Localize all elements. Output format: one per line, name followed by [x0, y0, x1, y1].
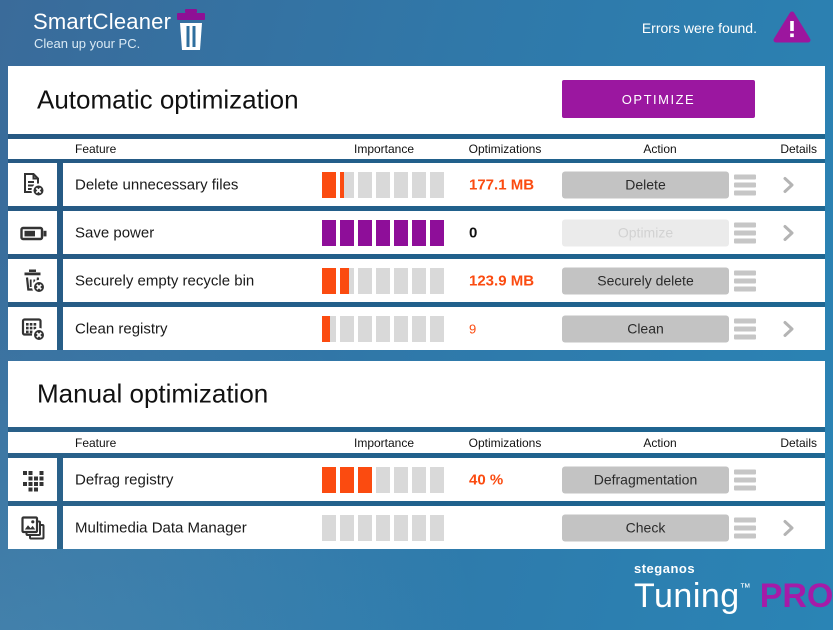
row-menu-icon[interactable]: [734, 517, 756, 538]
delete-button[interactable]: Delete: [562, 171, 729, 198]
details-chevron-icon[interactable]: [779, 224, 797, 242]
optimization-value: 40 %: [469, 471, 504, 488]
check-button[interactable]: Check: [562, 514, 729, 541]
column-header-importance: Importance: [353, 435, 415, 450]
column-header-feature: Feature: [75, 435, 117, 450]
table-row: Multimedia Data Manager Check: [8, 506, 825, 549]
product-logo: steganos Tuning™ PRO: [634, 561, 833, 616]
importance-bar: [322, 219, 444, 246]
manual-table-header: Feature Importance Optimizations Action …: [8, 432, 825, 453]
table-row: Clean registry 9 Clean: [8, 307, 825, 350]
feature-name: Securely empty recycle bin: [75, 272, 255, 289]
importance-bar: [322, 171, 444, 198]
feature-icon-cell: [8, 307, 57, 350]
feature-icon-cell: [8, 211, 57, 254]
row-menu-icon[interactable]: [734, 174, 756, 195]
table-row: Defrag registry 40 % Defragmentation: [8, 458, 825, 501]
feature-name: Delete unnecessary files: [75, 176, 239, 193]
importance-bar: [322, 466, 444, 493]
feature-icon-cell: [8, 259, 57, 302]
feature-icon-cell: [8, 458, 57, 501]
securely-delete-button[interactable]: Securely delete: [562, 267, 729, 294]
details-chevron-icon[interactable]: [779, 519, 797, 537]
product-name: Tuning: [634, 577, 740, 615]
row-menu-icon[interactable]: [734, 469, 756, 490]
column-header-details: Details: [780, 435, 817, 450]
details-chevron-icon[interactable]: [779, 176, 797, 194]
feature-icon-cell: [8, 163, 57, 206]
auto-section-title: Automatic optimization: [37, 84, 299, 115]
trademark-symbol: ™: [739, 582, 751, 594]
details-chevron-icon[interactable]: [779, 320, 797, 338]
defragmentation-button[interactable]: Defragmentation: [562, 466, 729, 493]
importance-bar: [322, 514, 444, 541]
registry-delete-icon: [19, 315, 47, 343]
table-row: Securely empty recycle bin 123.9 MB Secu…: [8, 259, 825, 302]
importance-bar: [322, 315, 444, 342]
auto-section-card: Automatic optimization OPTIMIZE: [8, 66, 825, 134]
row-menu-icon[interactable]: [734, 318, 756, 339]
file-delete-icon: [19, 171, 47, 199]
table-row: Delete unnecessary files 177.1 MB Delete: [8, 163, 825, 206]
manual-section-title: Manual optimization: [37, 378, 269, 409]
defrag-icon: [19, 466, 47, 494]
feature-name: Clean registry: [75, 320, 168, 337]
importance-bar: [322, 267, 444, 294]
optimization-value: 0: [469, 224, 478, 241]
optimization-value: 9: [469, 321, 477, 336]
auto-table-header: Feature Importance Optimizations Action …: [8, 139, 825, 159]
trash-can-icon: [175, 9, 207, 51]
feature-icon-cell: [8, 506, 57, 549]
feature-name: Defrag registry: [75, 471, 174, 488]
optimize-row-button[interactable]: Optimize: [562, 219, 729, 246]
column-header-action: Action: [643, 142, 677, 156]
optimize-button[interactable]: OPTIMIZE: [562, 80, 755, 118]
warning-icon: [773, 11, 811, 43]
clean-button[interactable]: Clean: [562, 315, 729, 342]
battery-icon: [19, 219, 47, 247]
row-menu-icon[interactable]: [734, 270, 756, 291]
status-message: Errors were found.: [641, 20, 757, 36]
edition-label: PRO: [759, 577, 833, 615]
column-header-feature: Feature: [75, 142, 117, 156]
column-header-optimizations: Optimizations: [468, 142, 542, 156]
optimization-value: 123.9 MB: [469, 272, 535, 289]
column-header-importance: Importance: [353, 142, 415, 156]
app-title: SmartCleaner: [33, 9, 172, 34]
app-subtitle: Clean up your PC.: [34, 36, 141, 51]
app-header: SmartCleaner Clean up your PC. Errors we…: [0, 0, 833, 62]
column-header-action: Action: [643, 435, 677, 450]
trash-delete-icon: [19, 267, 47, 295]
brand-name: steganos: [634, 561, 696, 576]
table-row: Save power 0 Optimize: [8, 211, 825, 254]
multimedia-icon: [19, 514, 47, 542]
row-menu-icon[interactable]: [734, 222, 756, 243]
manual-section-card: Manual optimization: [8, 361, 825, 427]
feature-name: Save power: [75, 224, 155, 241]
feature-name: Multimedia Data Manager: [75, 519, 247, 536]
column-header-optimizations: Optimizations: [468, 435, 542, 450]
optimization-value: 177.1 MB: [469, 176, 535, 193]
column-header-details: Details: [780, 142, 817, 156]
